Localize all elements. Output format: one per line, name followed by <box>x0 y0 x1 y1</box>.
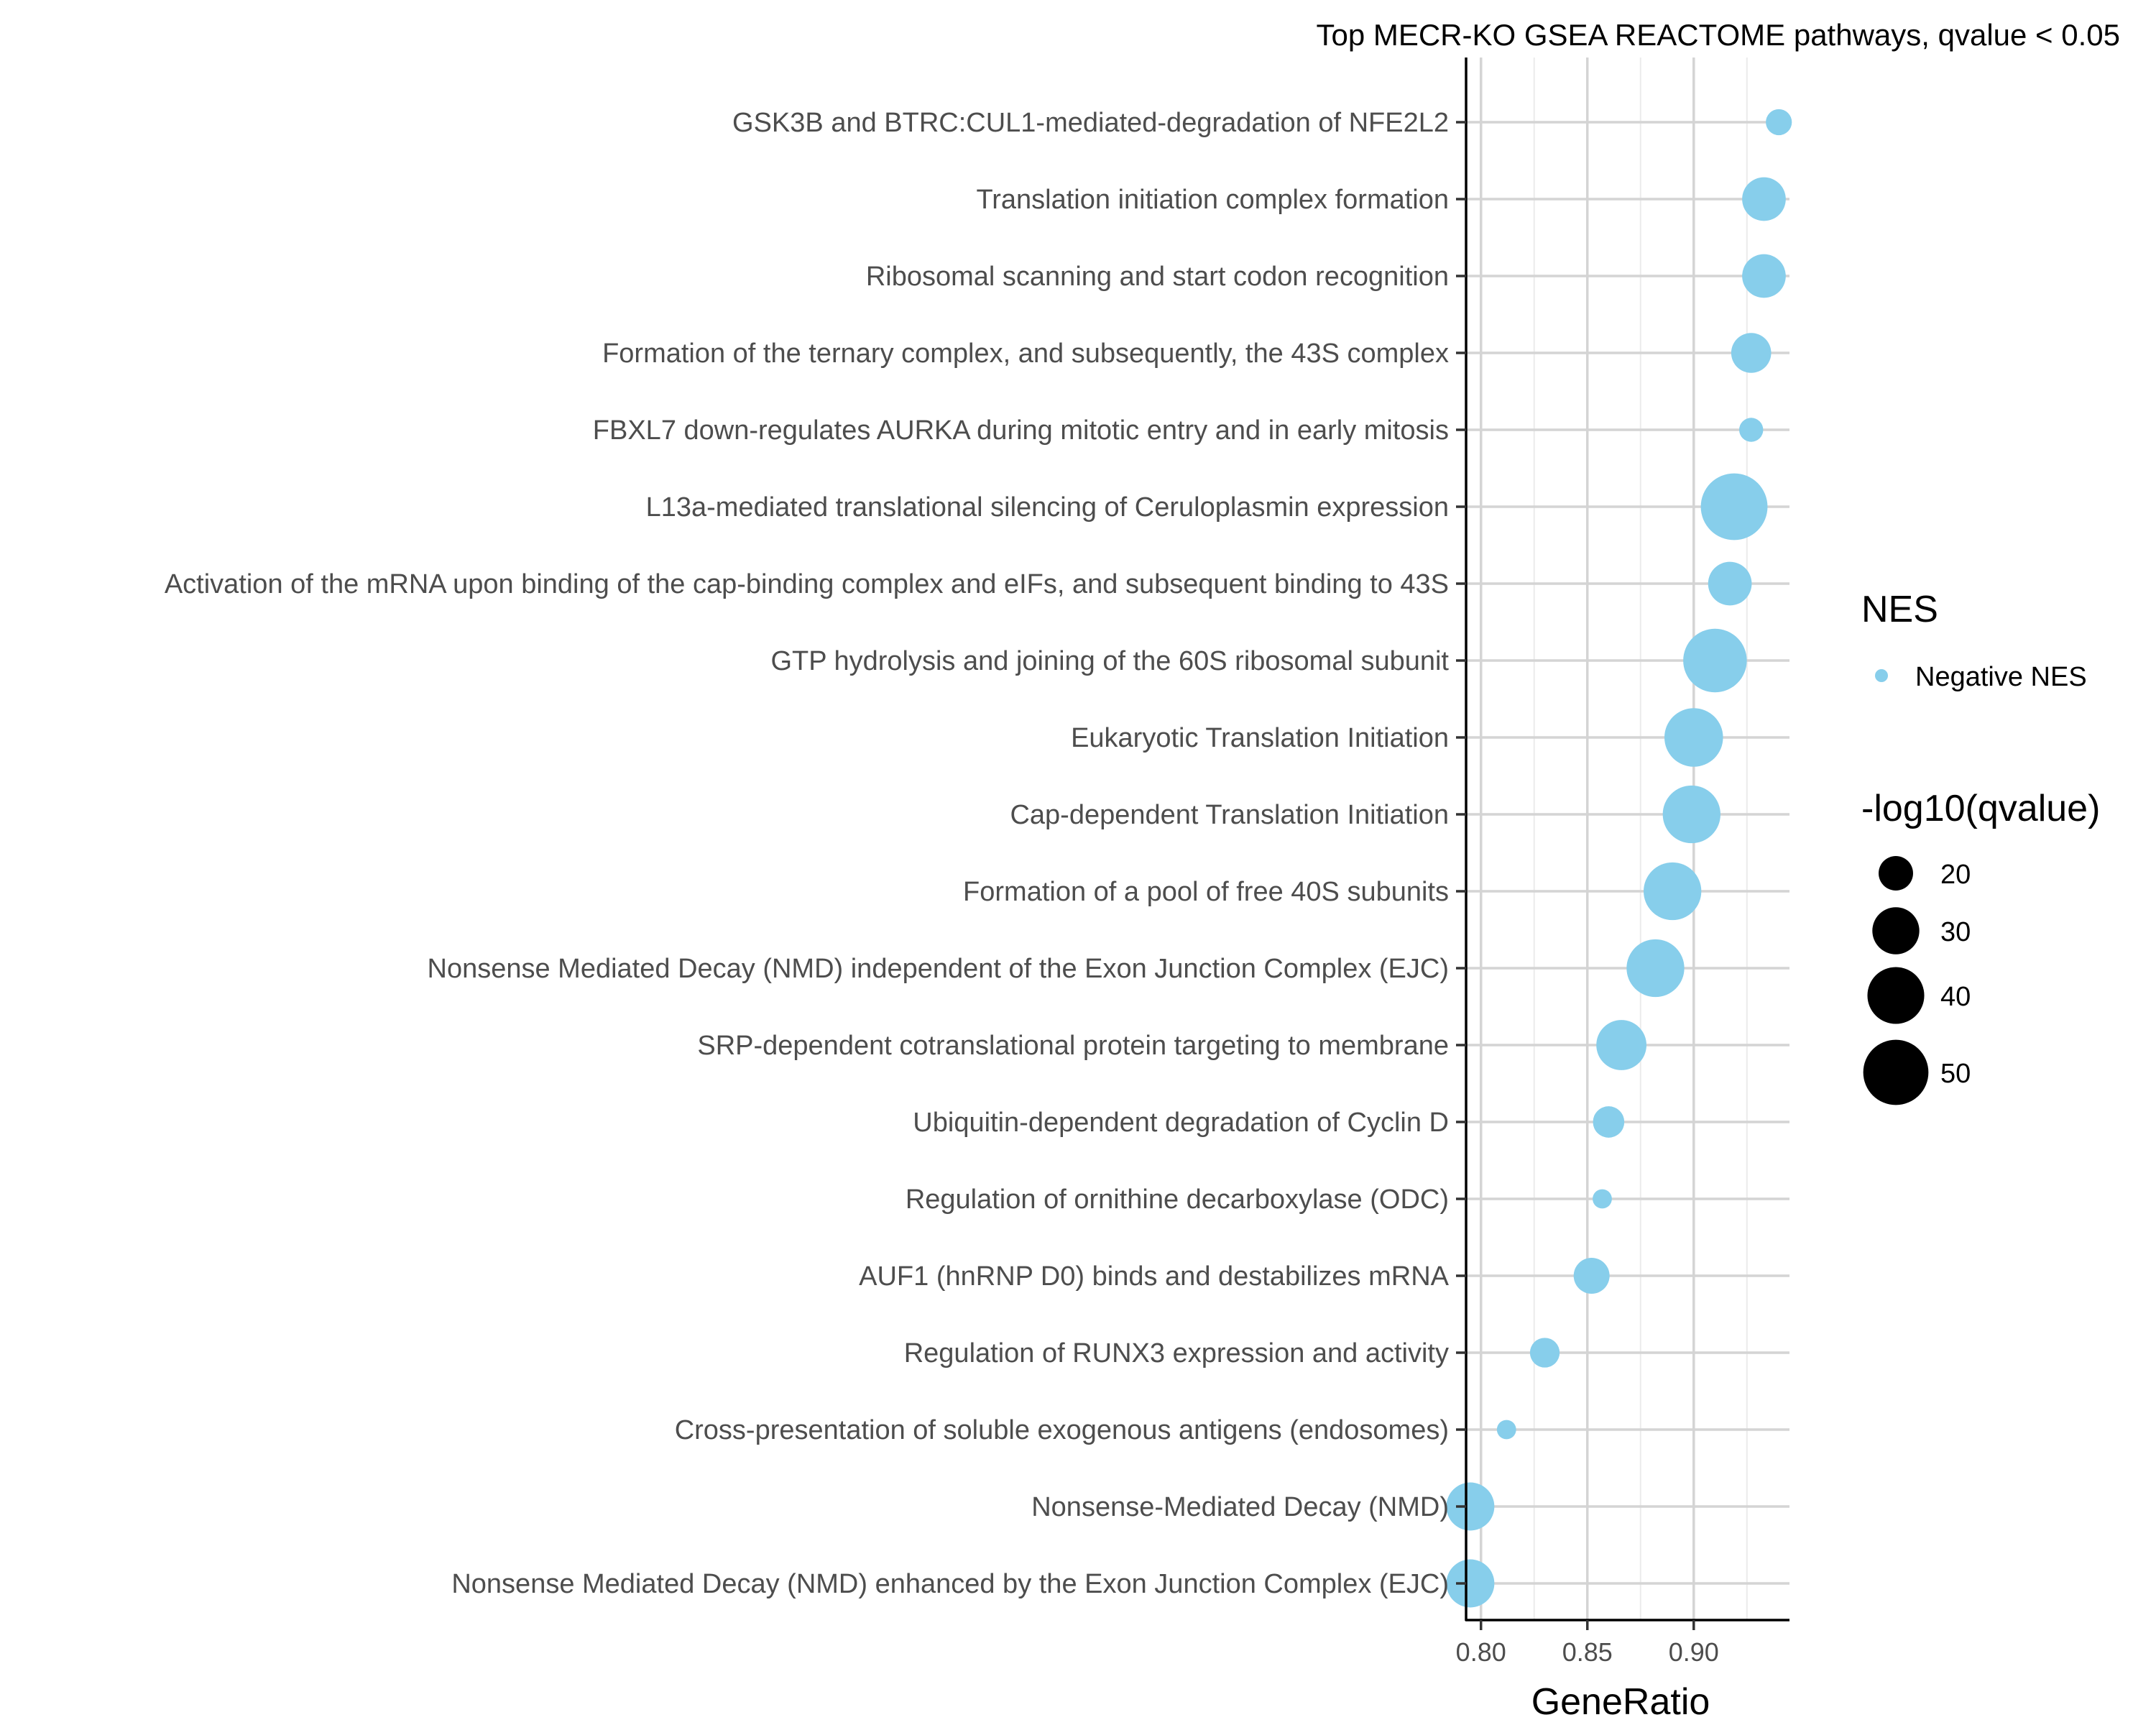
y-tick-label: FBXL7 down-regulates AURKA during mitoti… <box>593 415 1449 446</box>
legend-color-title: NES <box>1861 589 1938 630</box>
x-axis-title: GeneRatio <box>1531 1681 1710 1723</box>
data-point <box>1700 473 1768 540</box>
y-tick-label: Nonsense-Mediated Decay (NMD) <box>1031 1492 1449 1522</box>
axes <box>1456 58 1789 1630</box>
grid-lines <box>1466 58 1789 1620</box>
y-tick-label: Formation of a pool of free 40S subunits <box>963 877 1449 907</box>
data-point <box>1683 628 1747 693</box>
y-tick-label: Translation initiation complex formation <box>976 185 1449 215</box>
legend-size-entries: 20 30 40 50 <box>1863 856 1971 1105</box>
legend-size-swatch <box>1867 967 1925 1024</box>
y-tick-label: Regulation of RUNX3 expression and activ… <box>904 1338 1449 1368</box>
data-point <box>1644 862 1702 921</box>
y-tick-label: Activation of the mRNA upon binding of t… <box>165 569 1449 599</box>
category-labels: GSK3B and BTRC:CUL1-mediated-degradation… <box>165 108 1450 1599</box>
legend-color-swatch <box>1875 669 1888 682</box>
y-tick-label: Cross-presentation of soluble exogenous … <box>675 1415 1449 1445</box>
data-point <box>1573 1258 1610 1294</box>
data-point <box>1739 418 1764 442</box>
legend-size-label: 40 <box>1940 982 1971 1012</box>
x-tick-label: 0.85 <box>1562 1637 1613 1667</box>
y-tick-label: SRP-dependent cotranslational protein ta… <box>697 1031 1449 1061</box>
y-tick-label: Nonsense Mediated Decay (NMD) enhanced b… <box>451 1569 1449 1599</box>
y-tick-label: L13a-mediated translational silencing of… <box>646 492 1449 523</box>
y-tick-label: GTP hydrolysis and joining of the 60S ri… <box>771 646 1450 676</box>
data-point <box>1662 785 1720 844</box>
y-tick-label: Regulation of ornithine decarboxylase (O… <box>906 1184 1449 1215</box>
y-tick-label: Ribosomal scanning and start codon recog… <box>866 262 1449 292</box>
data-point <box>1742 177 1786 221</box>
y-tick-label: Ubiquitin-dependent degradation of Cycli… <box>913 1108 1449 1138</box>
data-point <box>1496 1420 1516 1440</box>
data-points <box>1446 109 1792 1608</box>
y-tick-label: Formation of the ternary complex, and su… <box>602 339 1449 369</box>
data-point <box>1446 1559 1495 1608</box>
legend-color-entries: Negative NES <box>1875 662 2087 692</box>
legend-size-label: 50 <box>1940 1059 1971 1089</box>
data-point <box>1708 561 1752 606</box>
legend-size-label: 30 <box>1940 917 1971 947</box>
x-tick-label: 0.80 <box>1456 1637 1506 1667</box>
legend: NES Negative NES -log10(qvalue) 20 30 40 50 <box>1861 589 2100 1105</box>
legend-size-swatch <box>1879 856 1913 891</box>
legend-size-swatch <box>1863 1039 1929 1105</box>
data-point <box>1626 939 1685 998</box>
x-tick-label: 0.90 <box>1669 1637 1719 1667</box>
data-point <box>1742 254 1786 298</box>
y-tick-label: Eukaryotic Translation Initiation <box>1071 723 1449 753</box>
x-tick-labels: 0.80 0.85 0.90 <box>1456 1637 1719 1667</box>
data-point <box>1593 1106 1625 1138</box>
chart-title: Top MECR-KO GSEA REACTOME pathways, qval… <box>1316 18 2120 52</box>
y-tick-label: GSK3B and BTRC:CUL1-mediated-degradation… <box>732 108 1449 138</box>
data-point <box>1529 1338 1560 1368</box>
data-point <box>1446 1482 1495 1531</box>
data-point <box>1766 109 1792 136</box>
legend-size-label: 20 <box>1940 860 1971 890</box>
y-tick-label: Nonsense Mediated Decay (NMD) independen… <box>428 954 1449 984</box>
data-point <box>1593 1189 1612 1209</box>
data-point <box>1731 333 1772 373</box>
legend-color-label: Negative NES <box>1915 662 2087 692</box>
data-point <box>1596 1020 1647 1070</box>
legend-size-swatch <box>1872 907 1920 954</box>
y-tick-label: AUF1 (hnRNP D0) binds and destabilizes m… <box>859 1261 1450 1292</box>
y-tick-label: Cap-dependent Translation Initiation <box>1010 800 1449 830</box>
data-point <box>1664 708 1723 767</box>
legend-size-title: -log10(qvalue) <box>1861 788 2100 829</box>
